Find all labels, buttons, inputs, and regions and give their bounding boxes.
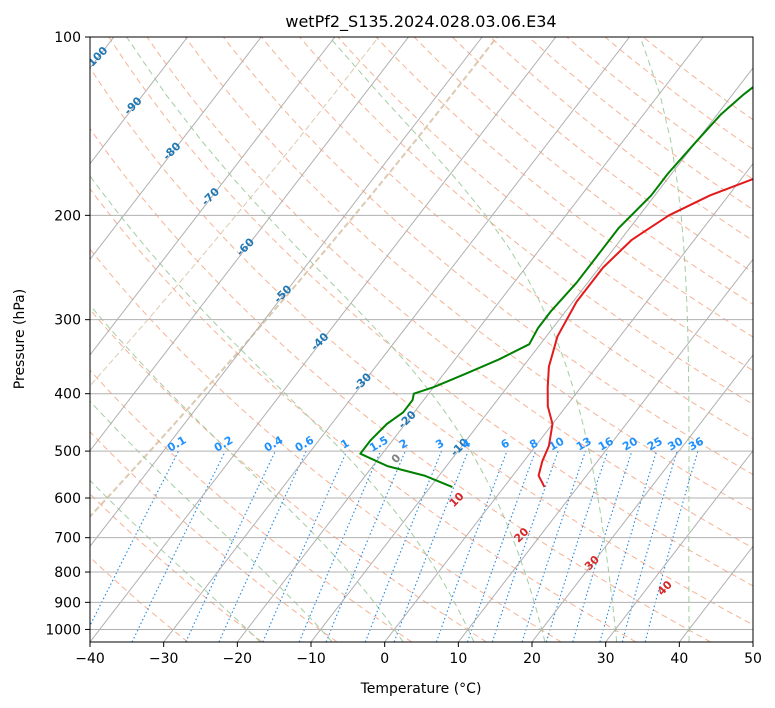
dry-adiabat-line: [146, 37, 753, 549]
x-tick-label: 20: [523, 651, 541, 667]
x-tick-label: −10: [296, 651, 326, 667]
moist-adiabats: [90, 37, 690, 642]
x-axis-label: Temperature (°C): [360, 681, 482, 697]
dry-adiabat-line: [90, 127, 711, 642]
dry-adiabat-line: [451, 37, 753, 273]
moist-adiabat-line: [126, 37, 546, 642]
isotherm-line: [90, 37, 262, 261]
dry-adiabat-line: [299, 37, 753, 405]
x-tick-label: −40: [75, 651, 105, 667]
isotherm-line: [90, 37, 557, 642]
x-tick-label: 0: [380, 651, 389, 667]
isotherm-line: [457, 258, 753, 642]
dry-adiabat-line: [90, 248, 562, 642]
dry-adiabat-line: [184, 37, 753, 512]
moist-adiabat-line: [90, 400, 333, 642]
y-tick-label: 500: [54, 444, 81, 460]
x-tick-label: 40: [670, 651, 688, 667]
dry-adiabat-line: [90, 66, 753, 626]
dry-adiabat-line: [90, 431, 338, 642]
dry-adiabat-line: [90, 369, 413, 642]
isotherm-line: [605, 449, 753, 642]
y-tick-label: 200: [54, 208, 81, 224]
moist-adiabat-line: [90, 479, 261, 642]
dry-adiabat-line: [528, 37, 753, 211]
dry-adiabat-line: [108, 37, 753, 587]
y-tick-label: 900: [54, 595, 81, 611]
dry-adiabat-line: [566, 37, 753, 180]
mixing-ratio-line: [435, 450, 508, 642]
mixing-ratio-line: [521, 450, 587, 642]
dry-adiabat-line: [337, 37, 753, 372]
x-tick-label: −30: [149, 651, 179, 667]
profile-series: [359, 85, 753, 489]
dry-adiabat-line: [90, 188, 637, 642]
mixing-ratio-line: [218, 450, 307, 642]
y-tick-label: 100: [54, 30, 81, 46]
y-tick-label: 1000: [45, 622, 81, 638]
y-tick-label: 300: [54, 313, 81, 329]
y-tick-label: 400: [54, 387, 81, 403]
isotherm-line: [163, 37, 630, 642]
y-axis-ticks: 1000 900 800 700 600 500 400 300 200 100: [45, 30, 90, 638]
mixing-ratio-line: [491, 450, 559, 642]
isotherm-line: [236, 37, 704, 642]
y-tick-label: 600: [54, 491, 81, 507]
mixing-ratio-line: [325, 450, 406, 642]
x-tick-label: −20: [223, 651, 253, 667]
isotherm-line: [531, 354, 753, 642]
plot-frame: [89, 36, 754, 643]
mixing-ratio-line: [466, 450, 537, 642]
chart-title: wetPf2_S135.2024.028.03.06.E34: [285, 12, 556, 32]
x-tick-label: 30: [597, 651, 615, 667]
x-tick-label: 50: [744, 651, 762, 667]
isotherm-line: [90, 37, 483, 548]
x-tick-label: 10: [449, 651, 467, 667]
isotherm-line: [384, 162, 753, 642]
mixing-ratio-line: [621, 450, 678, 642]
moist-adiabat-line: [639, 37, 690, 642]
mixing-ratio-lines: [90, 450, 699, 642]
temperature-profile-line: [537, 177, 753, 488]
mixing-ratio-line: [131, 450, 226, 642]
mixing-ratio-line: [599, 450, 658, 642]
y-axis-label: Pressure (hPa): [12, 289, 28, 389]
isotherm-line: [90, 37, 188, 165]
isotherm-line: [90, 37, 336, 356]
mixing-ratio-line: [572, 450, 633, 642]
y-tick-label: 800: [54, 565, 81, 581]
dewpoint-profile-line: [359, 85, 753, 489]
x-axis-ticks: −40 −30 −20 −10 0 10 20 30 40 50: [75, 642, 762, 667]
mixing-ratio-line: [185, 450, 276, 642]
isotherm-line: [90, 37, 409, 452]
y-tick-label: 700: [54, 531, 81, 547]
mixing-ratio-line: [644, 450, 699, 642]
mixing-ratio-line: [298, 450, 382, 642]
lcl-curve-line: [90, 37, 379, 387]
moist-adiabat-line: [328, 37, 618, 642]
dry-adiabat-line: [490, 37, 753, 242]
plot-area: -100-90-80-70-60-50-40-30-20-10 0.1 0.2 0.…: [90, 37, 753, 642]
moist-adiabat-line: [90, 174, 475, 642]
moist-adiabat-line: [90, 304, 404, 642]
